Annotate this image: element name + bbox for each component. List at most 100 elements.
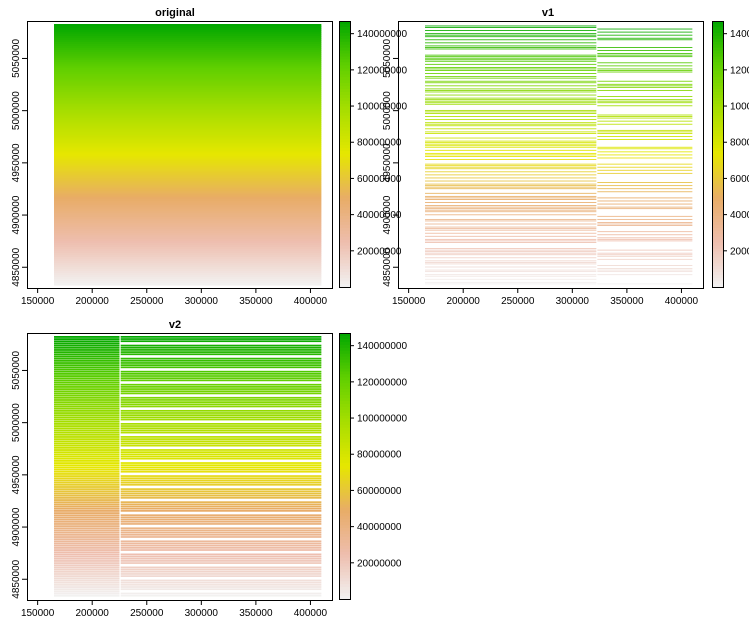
- raster-row: [54, 32, 322, 35]
- raster-row: [54, 192, 322, 196]
- legend-swatch: [339, 183, 350, 188]
- legend-swatch: [712, 41, 723, 46]
- legend-swatch: [712, 284, 723, 288]
- legend-swatch: [339, 495, 350, 500]
- raster-row: [120, 340, 322, 343]
- raster-row: [54, 359, 120, 362]
- raster-row: [54, 379, 120, 382]
- legend-swatch: [339, 284, 350, 288]
- legend-swatch: [339, 83, 350, 87]
- raster-row: [54, 453, 120, 456]
- raster-row: [54, 442, 120, 445]
- legend-swatch: [339, 248, 350, 253]
- raster-row: [54, 590, 120, 593]
- legend-swatch: [339, 251, 350, 255]
- raster-row: [54, 274, 322, 278]
- raster-row: [597, 271, 693, 273]
- raster-row: [54, 162, 322, 166]
- raster-row: [425, 271, 597, 273]
- raster-row: [54, 240, 322, 244]
- raster-row: [597, 252, 693, 254]
- raster-row: [597, 117, 693, 119]
- x-tick-label: 350000: [239, 296, 273, 307]
- legend-swatch: [712, 201, 723, 205]
- raster-row: [54, 403, 120, 406]
- raster-row: [54, 260, 322, 264]
- x-tick-label: 400000: [294, 608, 328, 619]
- raster-row: [120, 507, 322, 510]
- legend-swatch: [712, 29, 723, 34]
- raster-row: [54, 242, 322, 246]
- legend-swatch: [712, 230, 723, 235]
- legend-swatch: [339, 371, 350, 375]
- legend-swatch: [712, 192, 723, 196]
- raster-row: [54, 473, 120, 475]
- raster-row: [120, 581, 322, 584]
- raster-row: [597, 258, 693, 260]
- panel-title: v2: [169, 319, 181, 331]
- raster-row: [425, 30, 597, 31]
- raster-row: [120, 568, 322, 571]
- legend-swatch: [339, 347, 350, 352]
- raster-row: [54, 555, 120, 558]
- y-tick-label: 4850000: [382, 247, 393, 286]
- raster-row: [597, 68, 693, 70]
- raster-row: [425, 240, 597, 242]
- raster-row: [54, 562, 120, 565]
- raster-row: [120, 566, 322, 569]
- legend-swatch: [712, 145, 723, 149]
- x-tick-label: 200000: [76, 608, 110, 619]
- raster-row: [54, 26, 322, 29]
- raster-row: [54, 108, 322, 111]
- raster-row: [54, 68, 322, 71]
- raster-row: [54, 579, 120, 582]
- raster-layer: [54, 336, 322, 597]
- raster-row: [54, 381, 120, 384]
- raster-row: [425, 185, 597, 187]
- raster-row: [597, 200, 693, 202]
- raster-row: [120, 464, 322, 467]
- raster-row: [54, 52, 322, 55]
- raster-row: [54, 150, 322, 154]
- raster-row: [54, 262, 322, 266]
- legend-tick-label: 100000000: [730, 102, 749, 113]
- raster-row: [54, 42, 322, 45]
- legend: 20000000 40000000 60000000 80000000 10000000…: [712, 21, 749, 288]
- raster-row: [54, 60, 322, 63]
- raster-row: [120, 438, 322, 440]
- legend-swatch: [339, 159, 350, 164]
- legend-swatch: [339, 65, 350, 69]
- legend-swatch: [339, 341, 350, 346]
- raster-row: [54, 390, 120, 393]
- raster-row: [425, 90, 597, 91]
- raster-row: [54, 172, 322, 176]
- legend-swatch: [339, 139, 350, 143]
- raster-row: [425, 42, 597, 44]
- raster-row: [54, 152, 322, 156]
- legend-tick-label: 140000000: [357, 341, 407, 352]
- raster-row: [54, 523, 120, 525]
- raster-row: [597, 102, 693, 104]
- plot-frame: [27, 21, 333, 289]
- raster-row: [597, 154, 693, 156]
- raster-row: [120, 372, 322, 375]
- raster-row: [425, 25, 597, 27]
- legend-swatch: [339, 162, 350, 167]
- legend-tick-label: 20000000: [730, 246, 749, 257]
- panel-title: original: [155, 7, 195, 19]
- legend-swatch: [339, 383, 350, 387]
- x-tick-label: 250000: [130, 296, 164, 307]
- raster-row: [425, 119, 597, 121]
- raster-row: [54, 280, 322, 284]
- legend-swatch: [712, 142, 723, 146]
- legend-swatch: [339, 242, 350, 247]
- legend-swatch: [339, 224, 350, 229]
- raster-row: [54, 564, 120, 567]
- legend-swatch: [712, 242, 723, 247]
- legend-swatch: [712, 281, 723, 285]
- raster-row: [425, 223, 597, 225]
- raster-row: [120, 351, 322, 353]
- raster-row: [54, 423, 120, 425]
- raster-row: [597, 65, 693, 67]
- legend-swatch: [712, 221, 723, 226]
